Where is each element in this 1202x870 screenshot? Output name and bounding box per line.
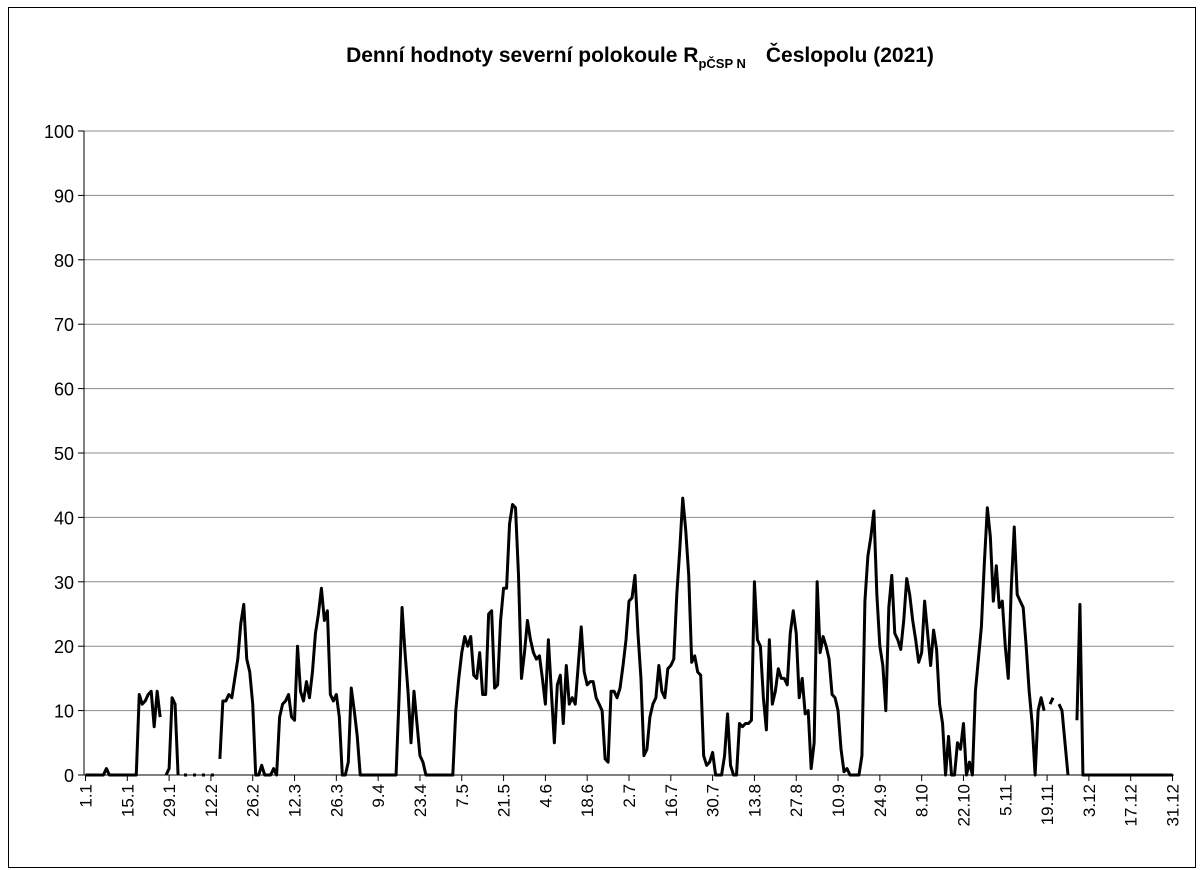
x-tick-label: 12.2 [202,784,221,817]
x-tick-label: 18.6 [578,784,597,817]
y-tick-label: 90 [54,186,74,206]
y-tick-label: 50 [54,444,74,464]
y-tick-label: 0 [64,766,74,786]
x-tick-label: 5.11 [996,784,1015,816]
y-tick-label: 40 [54,508,74,528]
y-tick-label: 10 [54,702,74,722]
title-end: Česlopolu (2021) [766,43,934,67]
x-tick-label: 12.3 [286,784,305,817]
x-tick-label: 21.5 [495,784,514,817]
x-tick-label: 1.1 [76,784,95,808]
x-tick-label: 10.9 [829,784,848,817]
x-tick-label: 16.7 [662,784,681,817]
y-tick-label: 60 [54,380,74,400]
x-tick-label: 29.1 [160,784,179,817]
y-tick-label: 70 [54,315,74,335]
x-tick-label: 4.6 [536,784,555,808]
x-tick-label: 27.8 [787,784,806,817]
x-tick-label: 9.4 [369,784,388,808]
chart-frame [8,7,1196,868]
x-tick-label: 23.4 [411,784,430,817]
data-line [85,496,1173,777]
x-tick-label: 13.8 [745,784,764,817]
x-tick-label: 2.7 [620,784,639,808]
x-tick-label: 26.2 [244,784,263,817]
x-tick-label: 7.5 [453,784,472,808]
y-tick-label: 20 [54,637,74,657]
title-subscript: pČSP N [698,56,745,71]
x-tick-label: 17.12 [1122,784,1141,827]
x-tick-label: 15.1 [118,784,137,817]
title-main: Denní hodnoty severní polokoule R [346,44,698,67]
y-tick-label: 100 [44,122,74,142]
x-tick-label: 26.3 [327,784,346,817]
x-tick-label: 22.10 [954,784,973,827]
x-tick-label: 24.9 [871,784,890,817]
x-tick-label: 3.12 [1080,784,1099,817]
x-tick-label: 31.12 [1164,784,1183,827]
x-tick-label: 30.7 [704,784,723,817]
chart-title: Denní hodnoty severní polokoule RpČSP N Č… [346,43,934,71]
x-tick-label: 19.11 [1038,784,1057,825]
y-tick-label: 30 [54,573,74,593]
y-tick-label: 80 [54,251,74,271]
x-tick-label: 8.10 [913,784,932,817]
